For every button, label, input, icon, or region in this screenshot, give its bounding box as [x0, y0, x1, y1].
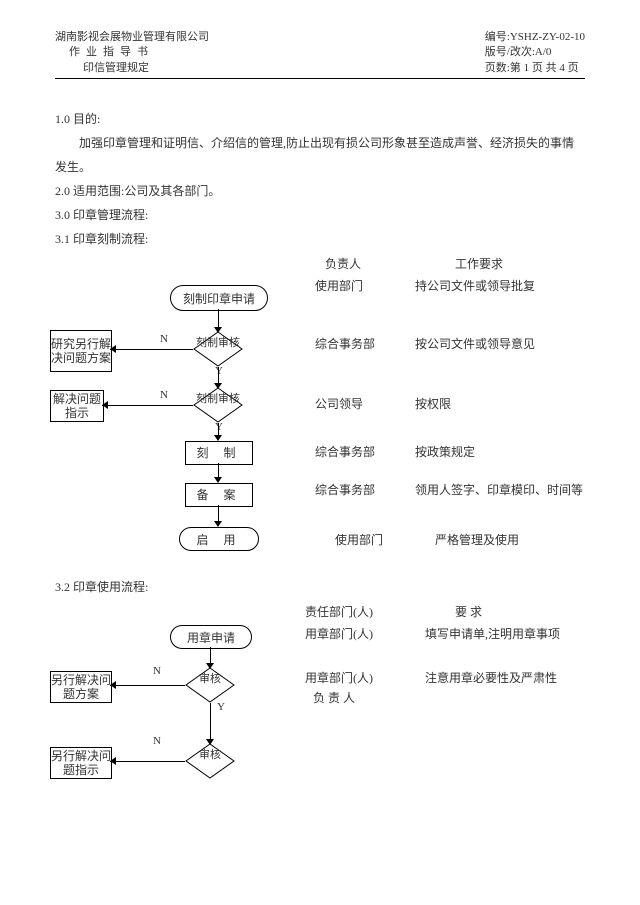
- doc-type: 作业指导书: [55, 45, 209, 60]
- arrow-left-icon: [102, 401, 108, 409]
- flow1-r3-req: 按权限: [415, 395, 451, 412]
- section-2: 2.0 适用范围:公司及其各部门。: [55, 179, 585, 203]
- arrow-left-icon: [110, 681, 116, 689]
- section-3-2: 3.2 印章使用流程:: [55, 575, 585, 599]
- flow1-r4-req: 按政策规定: [415, 443, 475, 460]
- flow1-r1-owner: 使用部门: [315, 277, 363, 294]
- flow1-col-req: 工作要求: [455, 255, 503, 272]
- flow2-r1-owner: 用章部门(人): [305, 625, 373, 642]
- section-1-title: 1.0 目的:: [55, 107, 585, 131]
- flow1-r5-owner: 综合事务部: [315, 481, 375, 498]
- arrow-left-icon: [110, 345, 116, 353]
- flow2-r2-req: 注意用章必要性及严肃性: [425, 669, 557, 686]
- flow2-side-1: 另行解决问题方案: [50, 671, 112, 703]
- flow1-side-2: 解决问题指示: [50, 390, 104, 422]
- section-1-body: 加强印章管理和证明信、介绍信的管理,防止出现有损公司形象甚至造成声誉、经济损失的…: [55, 131, 585, 179]
- flow2-d1-y: Y: [217, 701, 225, 713]
- arrow-left-icon: [110, 757, 116, 765]
- flowchart-1: 负责人 工作要求 使用部门 持公司文件或领导批复 刻制印章申请 刻制审核 Y N…: [55, 255, 585, 575]
- flow2-decision-2: 审核: [185, 743, 235, 779]
- flow2-r2-owner: 用章部门(人): [305, 669, 373, 686]
- header-left: 湖南影视会展物业管理有限公司 作业指导书 印信管理规定: [55, 30, 209, 76]
- header-right: 编号:YSHZ-ZY-02-10 版号/改次:A/0 页数:第 1 页 共 4 …: [485, 30, 585, 76]
- flow1-r6-owner: 使用部门: [335, 531, 383, 548]
- doc-version: 版号/改次:A/0: [485, 45, 585, 60]
- flow2-node-apply: 用章申请: [170, 625, 252, 649]
- flow1-r1-req: 持公司文件或领导批复: [415, 277, 535, 294]
- body-text: 1.0 目的: 加强印章管理和证明信、介绍信的管理,防止出现有损公司形象甚至造成…: [55, 107, 585, 251]
- flow1-node-use: 启 用: [179, 527, 259, 551]
- flow1-node-record: 备 案: [185, 483, 253, 507]
- section-3: 3.0 印章管理流程:: [55, 203, 585, 227]
- flow1-r4-owner: 综合事务部: [315, 443, 375, 460]
- flow1-decision-2: 刻制审核: [193, 387, 243, 423]
- flow2-decision-1: 审核: [185, 667, 235, 703]
- flow2-col-owner: 责任部门(人): [305, 603, 373, 620]
- flow2-r2-owner2: 负 责 人: [313, 689, 355, 706]
- flow1-r2-req: 按公司文件或领导意见: [415, 335, 535, 352]
- flow1-decision-1: 刻制审核: [193, 331, 243, 367]
- flow2-side-2: 另行解决问题指示: [50, 747, 112, 779]
- flow1-col-owner: 负责人: [325, 255, 361, 272]
- doc-header: 湖南影视会展物业管理有限公司 作业指导书 印信管理规定 编号:YSHZ-ZY-0…: [55, 30, 585, 79]
- flow1-r3-owner: 公司领导: [315, 395, 363, 412]
- flow1-node-engrave: 刻 制: [185, 441, 253, 465]
- flow1-d1-n: N: [160, 333, 168, 345]
- flow1-r5-req: 领用人签字、印章模印、时间等: [415, 481, 583, 498]
- doc-title: 印信管理规定: [55, 61, 209, 76]
- flow1-d2-n: N: [160, 389, 168, 401]
- flowchart-2: 责任部门(人) 要 求 用章部门(人) 填写申请单,注明用章事项 用章申请 审核…: [55, 603, 585, 803]
- company-name: 湖南影视会展物业管理有限公司: [55, 30, 209, 45]
- flow1-r6-req: 严格管理及使用: [435, 531, 519, 548]
- flow1-r2-owner: 综合事务部: [315, 335, 375, 352]
- flow2-d1-n: N: [153, 665, 161, 677]
- doc-page: 页数:第 1 页 共 4 页: [485, 61, 585, 76]
- flow1-node-apply: 刻制印章申请: [170, 285, 268, 311]
- flow2-d2-n: N: [153, 735, 161, 747]
- flow2-col-req: 要 求: [455, 603, 482, 620]
- doc-code: 编号:YSHZ-ZY-02-10: [485, 30, 585, 45]
- flow2-r1-req: 填写申请单,注明用章事项: [425, 625, 560, 642]
- flow1-side-1: 研究另行解决问题方案: [50, 330, 112, 372]
- section-3-1: 3.1 印章刻制流程:: [55, 227, 585, 251]
